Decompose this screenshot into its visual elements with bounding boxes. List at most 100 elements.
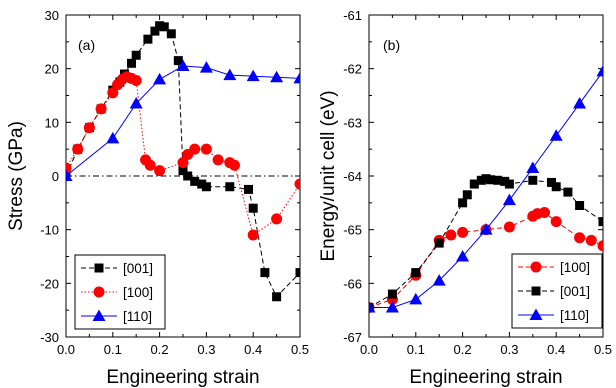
data-point-001: [476, 175, 486, 185]
legend-label: [110]: [123, 309, 152, 324]
y-tick-label: -63: [343, 115, 362, 130]
data-point-001: [504, 179, 514, 189]
data-point-001: [458, 198, 468, 208]
x-tick-label: 0.2: [151, 342, 169, 357]
y-tick-label: -67: [343, 330, 362, 345]
data-point-110: [129, 97, 143, 109]
series-110: [369, 64, 603, 313]
data-point-001: [178, 166, 188, 176]
data-point-001: [150, 26, 160, 36]
data-point-001: [295, 268, 300, 278]
x-tick-label: 0.2: [454, 342, 472, 357]
panel-label: (b): [383, 37, 400, 53]
legend-label: [100]: [123, 285, 153, 300]
y-tick-label: 10: [45, 115, 59, 130]
data-point-100: [539, 206, 550, 218]
data-point-100: [130, 74, 142, 86]
data-point-001: [598, 217, 603, 227]
legend-marker: [529, 308, 543, 320]
y-axis-title: Energy/unit cell (eV): [318, 90, 339, 261]
x-tick-label: 0.5: [291, 342, 309, 357]
panel-b: 0.0 0.1 0.2 0.3 0.4 0.5-67-66-65-64-63-62-61 …: [318, 8, 612, 388]
data-point-001: [434, 238, 444, 248]
x-tick-label: 0.5: [594, 342, 612, 357]
data-point-110: [199, 61, 213, 73]
x-tick-label: 0.3: [197, 342, 215, 357]
data-point-001: [166, 29, 176, 39]
series-001: [369, 174, 603, 312]
data-point-100: [247, 229, 259, 241]
x-tick-label: 0.4: [244, 342, 262, 357]
series-110: [66, 59, 300, 181]
data-point-100: [445, 229, 457, 241]
legend-box: [74, 254, 166, 330]
data-point-001: [159, 22, 169, 32]
legend-entry-110: [110]: [518, 308, 589, 323]
legend: [100] [001] [110]: [511, 253, 603, 329]
y-tick-label: -30: [40, 330, 59, 345]
x-axis-title: Engineering strain: [106, 367, 259, 388]
data-point-100: [457, 226, 469, 238]
legend-entry-110: [110]: [81, 309, 152, 324]
data-point-001: [500, 176, 510, 186]
data-point-001: [190, 176, 200, 186]
legend-marker: [92, 309, 106, 321]
data-point-110: [479, 223, 493, 235]
data-point-110: [573, 97, 587, 109]
data-point-110: [549, 129, 563, 141]
data-point-001: [197, 179, 207, 189]
y-tick-label: -64: [343, 169, 362, 184]
data-point-100: [200, 143, 212, 155]
data-point-100: [83, 122, 95, 134]
data-point-100: [66, 162, 72, 174]
data-point-001: [155, 21, 165, 31]
data-point-100: [95, 103, 107, 115]
x-tick-label: 0.1: [104, 342, 122, 357]
y-tick-label: 30: [45, 8, 59, 23]
data-point-001: [244, 184, 254, 194]
y-tick-label: -20: [40, 276, 59, 291]
data-point-001: [462, 190, 472, 200]
legend-marker: [531, 286, 541, 296]
legend-marker: [530, 261, 542, 273]
data-point-001: [411, 268, 421, 278]
data-point-001: [551, 182, 561, 192]
data-point-100: [294, 178, 300, 190]
y-tick-label: -62: [343, 62, 362, 77]
data-point-001: [528, 175, 538, 185]
legend-entry-100: [100]: [81, 285, 153, 300]
series-100: [66, 71, 300, 241]
data-point-110: [246, 69, 260, 82]
data-point-001: [481, 174, 491, 184]
data-point-100: [550, 216, 562, 228]
data-point-001: [131, 50, 141, 60]
data-point-100: [107, 87, 119, 99]
data-point-110: [409, 292, 423, 305]
data-point-100: [212, 154, 224, 166]
data-point-110: [369, 300, 376, 313]
data-point-001: [387, 289, 397, 299]
data-point-110: [526, 161, 540, 173]
series-line-110: [66, 65, 300, 177]
data-point-110: [176, 59, 190, 71]
data-point-100: [154, 165, 166, 177]
legend: [001] [100] [110]: [74, 254, 166, 330]
data-point-100: [144, 159, 156, 171]
data-point-100: [503, 221, 515, 233]
data-point-001: [201, 182, 211, 192]
data-point-001: [143, 34, 153, 44]
x-tick-label: 0.0: [360, 342, 378, 357]
series-100: [369, 206, 603, 313]
legend-marker: [93, 286, 105, 298]
data-point-110: [270, 70, 284, 83]
data-point-100: [228, 159, 240, 171]
data-point-100: [189, 143, 201, 155]
data-point-110: [223, 68, 237, 81]
legend-label: [110]: [560, 308, 589, 323]
legend-entry-100: [100]: [518, 260, 590, 275]
data-point-001: [486, 175, 496, 185]
legend-marker: [94, 263, 104, 273]
data-point-001: [183, 171, 193, 181]
data-point-100: [271, 213, 283, 225]
y-tick-label: -66: [343, 276, 362, 291]
